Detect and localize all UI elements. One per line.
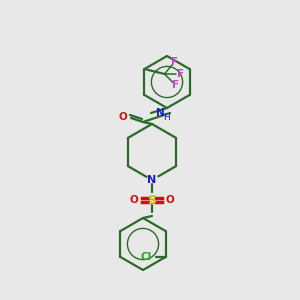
Text: O: O — [118, 112, 127, 122]
Text: F: F — [171, 57, 178, 67]
Text: F: F — [172, 80, 179, 90]
Text: H: H — [163, 112, 170, 122]
Text: O: O — [130, 195, 138, 205]
Text: F: F — [177, 69, 184, 79]
Text: N: N — [156, 108, 164, 118]
Text: Cl: Cl — [141, 252, 152, 262]
Text: S: S — [148, 194, 157, 206]
Text: O: O — [166, 195, 174, 205]
Text: N: N — [147, 175, 157, 185]
